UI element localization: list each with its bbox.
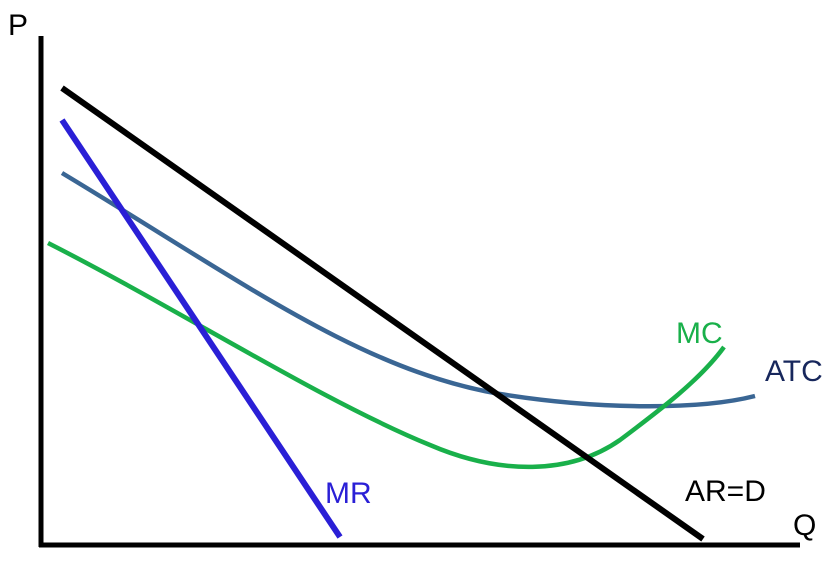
mr-label: MR — [325, 477, 372, 510]
mc-label: MC — [676, 317, 723, 350]
mr-line — [59, 118, 343, 539]
mc-curve — [46, 240, 726, 470]
demand-label: AR=D — [685, 475, 766, 508]
demand-line — [60, 85, 705, 542]
y-axis-label: P — [8, 9, 28, 42]
atc-curve — [60, 171, 756, 409]
atc-label: ATC — [765, 355, 823, 388]
x-axis-label: Q — [793, 509, 816, 542]
